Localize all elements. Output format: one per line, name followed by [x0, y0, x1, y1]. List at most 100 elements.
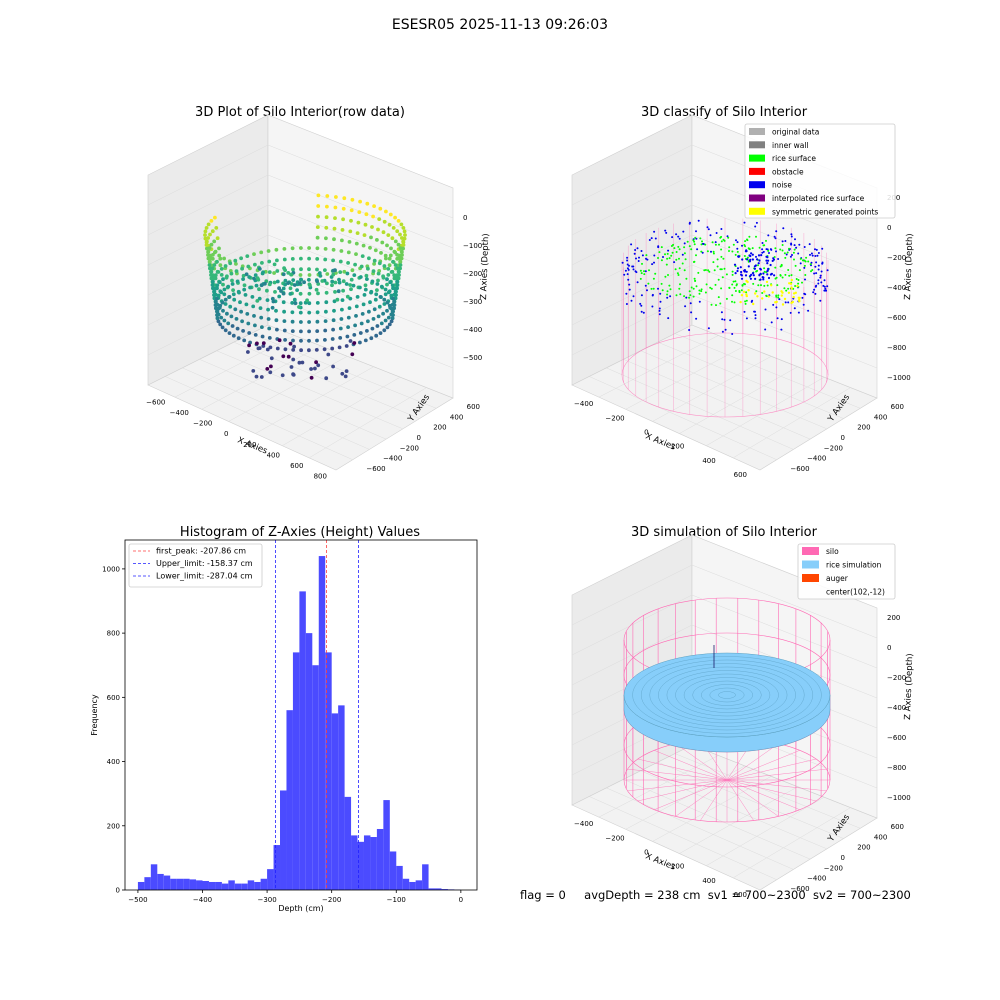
- raw-point: [260, 334, 265, 339]
- raw-point: [355, 295, 360, 299]
- raw-point: [341, 288, 345, 293]
- raw-point: [374, 292, 379, 297]
- noise-point: [740, 273, 743, 276]
- symmetric-point: [790, 286, 793, 289]
- rice-surface-point: [761, 292, 764, 294]
- raw-bottom-point: [340, 371, 345, 376]
- histogram-bar: [189, 879, 197, 890]
- rice-mesh-ring: [658, 666, 796, 724]
- raw-point: [292, 297, 297, 302]
- simulation-z-tick-label: −200: [887, 674, 906, 682]
- raw-point: [236, 289, 241, 294]
- rice-surface-point: [669, 288, 672, 291]
- rice-surface-point: [666, 290, 669, 293]
- raw-point: [248, 285, 253, 290]
- raw-point: [331, 268, 336, 273]
- noise-point: [820, 270, 823, 273]
- histogram-bar: [137, 881, 145, 890]
- noise-point: [627, 268, 630, 271]
- silo-floor-spoke: [726, 779, 754, 821]
- noise-point: [665, 231, 668, 234]
- histogram-bar: [389, 851, 397, 890]
- raw-point: [382, 264, 387, 268]
- raw-point: [350, 268, 355, 273]
- y-tick-label: 400: [107, 758, 120, 766]
- symmetric-point: [765, 280, 769, 284]
- raw-point: [347, 240, 352, 244]
- raw-point: [349, 277, 354, 282]
- raw-point: [333, 290, 337, 294]
- rice-surface-point: [731, 270, 734, 273]
- raw-point: [239, 309, 244, 314]
- raw-point: [345, 271, 350, 276]
- symmetric-point: [796, 284, 799, 288]
- raw-point: [382, 219, 387, 224]
- noise-point: [653, 230, 656, 233]
- legend-label: noise: [772, 181, 792, 190]
- raw-point: [293, 301, 298, 306]
- raw-point: [215, 283, 220, 288]
- histogram-bar: [157, 873, 164, 890]
- raw-bottom-point: [352, 341, 357, 345]
- histogram-bar: [260, 878, 268, 890]
- noise-point: [720, 228, 723, 230]
- symmetric-point: [780, 294, 783, 297]
- silo-floor-spoke: [637, 779, 728, 802]
- raw-point: [218, 256, 223, 261]
- rice-surface-point: [670, 254, 673, 257]
- raw-bottom-point: [309, 375, 314, 380]
- raw-point: [273, 290, 277, 294]
- rice-surface-point: [714, 283, 717, 286]
- raw-point: [334, 195, 338, 199]
- raw-point: [396, 219, 401, 223]
- rice-surface-point: [698, 292, 701, 295]
- raw-point: [349, 287, 353, 292]
- rice-surface-point: [718, 243, 720, 246]
- raw-point: [393, 289, 398, 294]
- flag-readout: flag = 0: [520, 888, 566, 902]
- noise-point: [819, 274, 822, 277]
- raw-point: [215, 296, 219, 301]
- noise-point: [765, 259, 768, 262]
- rice-surface-point: [698, 289, 701, 292]
- raw-point: [291, 338, 295, 343]
- noise-point: [746, 258, 749, 261]
- rice-mesh-ring: [641, 659, 813, 731]
- raw-point: [247, 331, 252, 335]
- grid-line: [706, 796, 825, 866]
- raw-point: [275, 279, 280, 284]
- symmetric-point: [775, 300, 778, 304]
- noise-point: [761, 248, 764, 251]
- noise-point: [667, 317, 670, 320]
- raw-point: [212, 263, 217, 267]
- rice-surface-point: [660, 259, 663, 262]
- raw-point: [258, 306, 263, 310]
- raw-point: [398, 263, 403, 267]
- rice-surface-point: [719, 268, 722, 271]
- rice-surface-point: [647, 282, 650, 285]
- histogram-vlines: [275, 540, 359, 890]
- rice-surface-point: [725, 297, 728, 300]
- raw-point: [338, 259, 343, 264]
- panel-raw-data: 3D Plot of Silo Interior(row data) −600−…: [146, 105, 491, 481]
- raw-point: [282, 309, 286, 314]
- noise-point: [817, 252, 820, 254]
- symmetric-point: [740, 294, 744, 297]
- grid-line: [606, 367, 794, 450]
- noise-point: [814, 248, 816, 251]
- rice-surface-point: [683, 269, 686, 272]
- rice-surface-point: [760, 284, 762, 287]
- histogram-bar: [318, 556, 326, 890]
- histogram-bar: [351, 835, 358, 890]
- legend-label: inner wall: [772, 141, 809, 150]
- raw-point: [266, 317, 271, 321]
- raw-point: [299, 246, 303, 250]
- histogram-bar: [357, 841, 364, 890]
- rice-surface-point: [781, 249, 784, 252]
- rice-surface-point: [639, 269, 642, 272]
- y-tick-label: 1000: [102, 565, 120, 573]
- raw-point: [235, 326, 240, 331]
- raw-bottom-point: [265, 347, 270, 352]
- rice-mesh-ring: [683, 677, 771, 713]
- raw-point: [210, 266, 215, 271]
